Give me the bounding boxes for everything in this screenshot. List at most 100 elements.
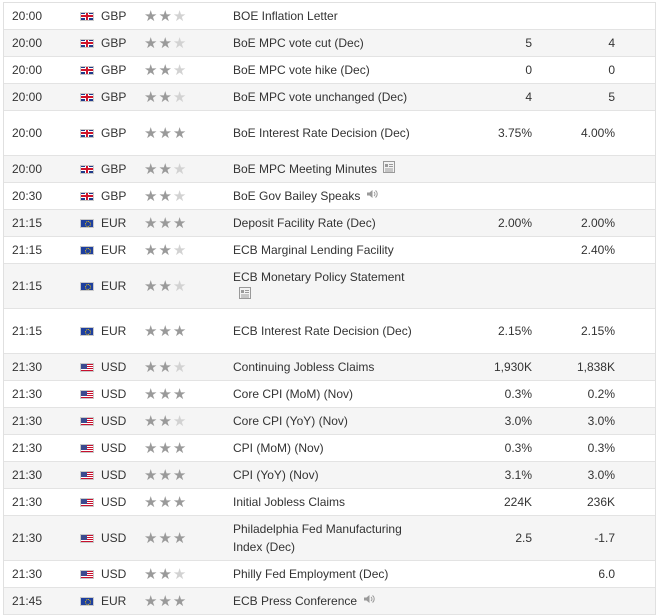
event-name[interactable]: CPI (YoY) (Nov) [233,462,413,488]
event-title[interactable]: Core CPI (MoM) (Nov) [233,387,354,401]
event-name[interactable]: BoE Gov Bailey Speaks [233,183,413,209]
table-row[interactable]: 21:30 USD ★ ★ ★ Philly Fed Employment (Dec) 6.… [4,561,655,588]
importance-stars: ★ ★ ★ [144,57,204,83]
importance-stars: ★ ★ ★ [144,156,204,182]
table-row[interactable]: 20:00 GBP ★ ★ ★ BoE Interest Rate Decision (D… [4,111,655,156]
currency-code: USD [101,360,127,374]
event-title[interactable]: Deposit Facility Rate (Dec) [233,216,376,230]
flag-cell [80,435,94,461]
table-row[interactable]: 21:30 USD ★ ★ ★ Initial Jobless Claims 224K 236… [4,489,655,516]
forecast-value: 4 [608,36,615,50]
table-row[interactable]: 21:45 EUR ★ ★ ★ ECB Press Conference [4,588,655,615]
eu-flag-icon [80,281,94,291]
currency-code: GBP [101,90,127,104]
event-title[interactable]: CPI (YoY) (Nov) [233,468,319,482]
importance-stars: ★ ★ ★ [144,462,204,488]
event-title[interactable]: ECB Marginal Lending Facility [233,243,394,257]
event-name[interactable]: BOE Inflation Letter [233,3,413,29]
event-name[interactable]: ECB Press Conference [233,588,413,614]
event-title[interactable]: BoE MPC vote hike (Dec) [233,63,370,77]
star-icon: ★ [172,439,187,457]
table-row[interactable]: 21:30 USD ★ ★ ★ Core CPI (MoM) (Nov) 0.3% 0.2% [4,381,655,408]
forecast-value: 4.00% [580,126,615,140]
event-title[interactable]: BoE MPC vote cut (Dec) [233,36,364,50]
table-row[interactable]: 21:30 USD ★ ★ ★ Philadelphia Fed Manufacturin… [4,516,655,561]
forecast-value: 236K [586,495,615,509]
star-icon: ★ [158,439,172,457]
event-name[interactable]: Philly Fed Employment (Dec) [233,561,413,587]
event-title[interactable]: Philadelphia Fed Manufacturing Index (De… [233,522,402,554]
document-icon[interactable] [239,286,251,304]
uk-flag-icon [80,65,94,75]
table-row[interactable]: 21:15 EUR ★ ★ ★ ECB Marginal Lending Facility… [4,237,655,264]
flag-cell [80,237,94,263]
event-name[interactable]: Continuing Jobless Claims [233,354,413,380]
star-icon: ★ [172,322,187,340]
table-row[interactable]: 20:00 GBP ★ ★ ★ BoE MPC vote cut (Dec) 5 4 [4,30,655,57]
actual-value [442,156,532,182]
table-row[interactable]: 20:00 GBP ★ ★ ★ BOE Inflation Letter [4,3,655,30]
star-icon: ★ [144,385,158,403]
flag-cell [80,381,94,407]
event-name[interactable]: BoE MPC vote unchanged (Dec) [233,84,413,110]
speaker-icon[interactable] [366,187,379,205]
event-time: 21:45 [12,594,43,608]
event-name[interactable]: Deposit Facility Rate (Dec) [233,210,413,236]
event-title[interactable]: Continuing Jobless Claims [233,360,375,374]
event-time: 21:30 [12,360,43,374]
event-name[interactable]: BoE MPC vote cut (Dec) [233,30,413,56]
document-icon[interactable] [383,160,396,178]
actual-value [442,588,532,614]
event-title[interactable]: Core CPI (YoY) (Nov) [233,414,348,428]
event-name[interactable]: ECB Monetary Policy Statement [233,264,413,308]
currency-code: GBP [101,36,127,50]
flag-cell [80,84,94,110]
event-title[interactable]: ECB Press Conference [233,593,358,608]
table-row[interactable]: 21:30 USD ★ ★ ★ CPI (MoM) (Nov) 0.3% 0.3% [4,435,655,462]
event-name[interactable]: Core CPI (YoY) (Nov) [233,408,413,434]
table-row[interactable]: 20:30 GBP ★ ★ ★ BoE Gov Bailey Speaks [4,183,655,210]
event-name[interactable]: Philadelphia Fed Manufacturing Index (De… [233,516,413,560]
event-time: 20:00 [12,36,43,50]
event-title[interactable]: BOE Inflation Letter [233,9,338,23]
event-title[interactable]: BoE MPC vote unchanged (Dec) [233,90,408,104]
event-name[interactable]: BoE MPC Meeting Minutes [233,156,413,182]
event-name[interactable]: Initial Jobless Claims [233,489,413,515]
event-name[interactable]: BoE MPC vote hike (Dec) [233,57,413,83]
table-row[interactable]: 21:30 USD ★ ★ ★ Core CPI (YoY) (Nov) 3.0% 3.0% [4,408,655,435]
event-title[interactable]: ECB Monetary Policy Statement [233,269,405,284]
table-row[interactable]: 20:00 GBP ★ ★ ★ BoE MPC Meeting Minutes [4,156,655,183]
actual-value: 3.1% [504,468,532,482]
eu-flag-icon [80,596,94,606]
actual-value: 2.5 [515,531,532,545]
star-icon: ★ [158,565,172,583]
event-title[interactable]: Initial Jobless Claims [233,495,346,509]
event-name[interactable]: ECB Interest Rate Decision (Dec) [233,309,413,353]
event-name[interactable]: BoE Interest Rate Decision (Dec) [233,111,413,155]
star-icon: ★ [172,61,187,79]
event-title[interactable]: CPI (MoM) (Nov) [233,441,324,455]
table-row[interactable]: 20:00 GBP ★ ★ ★ BoE MPC vote unchanged (Dec) 4… [4,84,655,111]
actual-value [442,237,532,263]
table-row[interactable]: 21:15 EUR ★ ★ ★ Deposit Facility Rate (Dec) 2.… [4,210,655,237]
event-name[interactable]: ECB Marginal Lending Facility [233,237,413,263]
table-row[interactable]: 21:30 USD ★ ★ ★ CPI (YoY) (Nov) 3.1% 3.0% [4,462,655,489]
event-name[interactable]: CPI (MoM) (Nov) [233,435,413,461]
table-row[interactable]: 21:15 EUR ★ ★ ★ ECB Monetary Policy Statement [4,264,655,309]
event-title[interactable]: BoE Gov Bailey Speaks [233,188,361,203]
star-icon: ★ [158,412,172,430]
star-icon: ★ [144,277,158,295]
speaker-icon[interactable] [363,592,375,610]
table-row[interactable]: 21:30 USD ★ ★ ★ Continuing Jobless Claims 1,93… [4,354,655,381]
star-icon: ★ [144,34,158,52]
importance-stars: ★ ★ ★ [144,183,204,209]
event-title[interactable]: ECB Interest Rate Decision (Dec) [233,324,412,338]
star-icon: ★ [158,322,172,340]
table-row[interactable]: 20:00 GBP ★ ★ ★ BoE MPC vote hike (Dec) 0 0 [4,57,655,84]
event-name[interactable]: Core CPI (MoM) (Nov) [233,381,413,407]
us-flag-icon [80,389,94,399]
event-title[interactable]: BoE Interest Rate Decision (Dec) [233,126,410,140]
event-title[interactable]: BoE MPC Meeting Minutes [233,161,378,176]
table-row[interactable]: 21:15 EUR ★ ★ ★ ECB Interest Rate Decision (D… [4,309,655,354]
event-title[interactable]: Philly Fed Employment (Dec) [233,567,389,581]
